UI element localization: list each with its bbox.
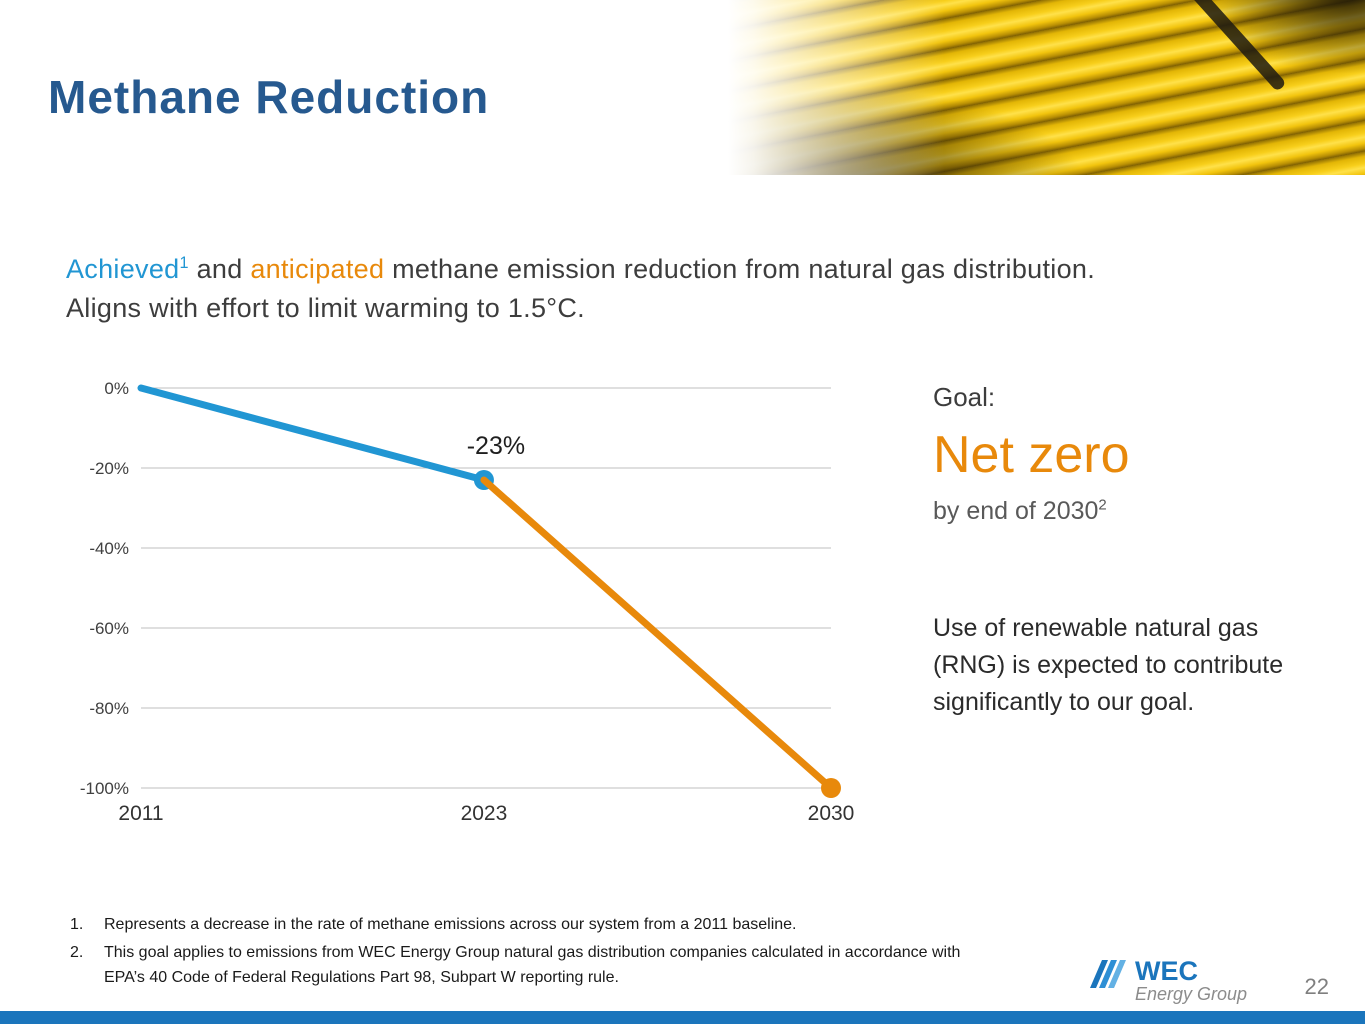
y-axis-tick-label: -40% — [89, 539, 129, 558]
line-chart: 0% -20% -40% -60% -80% -100% 2011 2023 2030 -23% — [80, 379, 855, 825]
anticipated-text: anticipated — [250, 254, 385, 284]
y-axis-tick-label: -20% — [89, 459, 129, 478]
footnote-text: Represents a decrease in the rate of met… — [104, 916, 797, 933]
footnote-text: This goal applies to emissions from WEC … — [104, 944, 961, 986]
logo-text: WEC Energy Group — [1135, 956, 1248, 1005]
logo-wec: WEC — [1135, 956, 1198, 986]
goal-value: Net zero — [933, 426, 1130, 484]
footnotes: 1. Represents a decrease in the rate of … — [70, 912, 975, 993]
wec-logo-mark — [1090, 960, 1126, 988]
pipe-strap — [1163, 0, 1287, 93]
methane-reduction-chart: 0% -20% -40% -60% -80% -100% 2011 2023 2030 -23% — [55, 372, 855, 842]
footnote-ref-1: 1 — [179, 254, 189, 272]
footnote-number: 1. — [70, 916, 84, 933]
pipes-photo — [728, 0, 1365, 175]
data-point-anticipated — [821, 778, 841, 798]
page-number: 22 — [1304, 974, 1329, 999]
x-axis-tick-label: 2023 — [461, 802, 508, 825]
goal-label: Goal: — [933, 382, 996, 412]
data-label: -23% — [467, 432, 525, 460]
footnote-item: 1. Represents a decrease in the rate of … — [70, 912, 975, 937]
goal-deadline: by end of 20302 — [933, 496, 1107, 525]
y-axis-tick-label: -60% — [89, 619, 129, 638]
footnote-number: 2. — [70, 944, 84, 961]
page-title: Methane Reduction — [48, 71, 490, 123]
series-line-anticipated — [480, 476, 835, 792]
footnote-ref-2: 2 — [1098, 496, 1107, 514]
achieved-text: Achieved — [66, 254, 180, 284]
footnote-item: 2. This goal applies to emissions from W… — [70, 940, 975, 990]
rng-note: Use of renewable natural gas (RNG) is ex… — [933, 614, 1284, 716]
goal-block: Goal: Net zero by end of 20302 — [933, 382, 1333, 526]
intro-and: and — [188, 254, 251, 284]
logo-energy-group: Energy Group — [1135, 984, 1248, 1004]
y-axis-tick-label: -100% — [80, 779, 129, 798]
wec-energy-group-logo: WEC Energy Group — [1088, 958, 1247, 1004]
footer-bar — [0, 1011, 1365, 1024]
x-axis-tick-label: 2011 — [118, 802, 163, 825]
intro-rest: methane emission reduction from natural … — [384, 254, 1096, 284]
y-axis-tick-label: 0% — [104, 379, 129, 398]
series-line-achieved — [137, 384, 488, 484]
intro-text: Achieved1 and anticipated methane emissi… — [66, 250, 1321, 328]
intro-line2: Aligns with effort to limit warming to 1… — [66, 293, 585, 323]
y-axis-tick-label: -80% — [89, 699, 129, 718]
x-axis-tick-label: 2030 — [808, 802, 855, 825]
